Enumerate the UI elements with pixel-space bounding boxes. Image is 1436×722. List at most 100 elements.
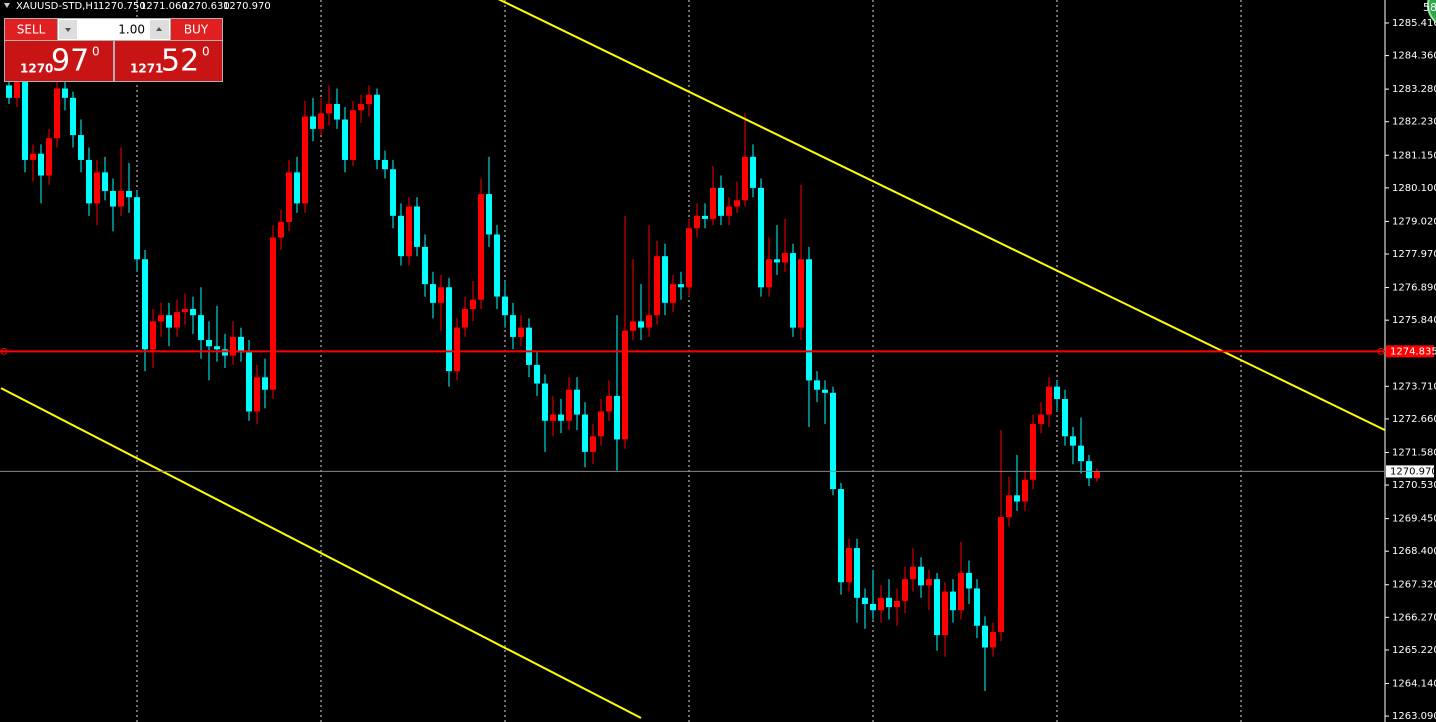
badge[interactable] <box>1427 0 1436 27</box>
candle-body <box>174 312 180 328</box>
candle-body <box>190 308 196 316</box>
level-anchor <box>1377 347 1385 355</box>
candle-body <box>430 284 436 303</box>
candle-body <box>222 349 228 356</box>
candle-body <box>382 159 388 170</box>
candle-body <box>126 190 132 198</box>
candle-body <box>158 315 164 322</box>
badge-text: 58 <box>1423 1 1436 14</box>
header-open: 1270.750 <box>98 1 146 12</box>
candle-body <box>270 237 276 390</box>
candle-body <box>30 153 36 160</box>
candle-body <box>334 104 340 120</box>
y-tick-label: 1268.400 <box>1392 546 1436 557</box>
candle-body <box>862 597 868 604</box>
candle-body <box>678 284 684 288</box>
candle-body <box>462 308 468 328</box>
candle-body <box>550 414 556 421</box>
candle-body <box>710 187 716 219</box>
up-arrow <box>156 27 162 31</box>
candle-body <box>638 321 644 328</box>
candle-body <box>558 414 564 421</box>
candle-body <box>142 259 148 350</box>
candle-body <box>974 588 980 626</box>
candle-body <box>686 228 692 288</box>
y-tick-label: 1263.090 <box>1392 711 1436 722</box>
y-tick-label: 1269.450 <box>1392 514 1436 525</box>
candle-body <box>166 315 172 328</box>
candle-body <box>838 489 844 583</box>
candle-body <box>294 172 300 204</box>
candle-body <box>86 159 92 204</box>
candle-body <box>1030 423 1036 480</box>
candle-body <box>646 315 652 328</box>
candle-body <box>502 296 508 316</box>
candle-body <box>942 591 948 636</box>
candle-body <box>70 97 76 136</box>
candle-body <box>254 377 260 412</box>
candle-body <box>390 169 396 216</box>
candle-body <box>342 119 348 160</box>
candles <box>6 69 1100 691</box>
candle-body <box>966 572 972 589</box>
candle-body <box>702 215 708 219</box>
candle-body <box>1078 445 1084 462</box>
candle-body <box>774 259 780 263</box>
last-price-label: 1270.970 <box>1390 466 1436 477</box>
candle-body <box>1046 386 1052 415</box>
header-low: 1270.630 <box>182 1 230 12</box>
bid-box[interactable] <box>5 41 113 81</box>
candle-body <box>310 116 316 129</box>
sell-button[interactable] <box>5 19 57 40</box>
candle-body <box>110 190 116 207</box>
y-tick-label: 1284.360 <box>1392 51 1436 62</box>
y-tick-label: 1270.530 <box>1392 480 1436 491</box>
candle-body <box>22 79 28 160</box>
candle-body <box>494 234 500 297</box>
candle-body <box>526 327 532 365</box>
header: XAUUSD-STD,H1 1270.750 1271.060 1270.630… <box>4 1 271 12</box>
candle-body <box>78 135 84 160</box>
candle-body <box>374 94 380 160</box>
candle-body <box>14 79 20 98</box>
candle-body <box>990 631 996 648</box>
candle-body <box>606 395 612 412</box>
y-tick-label: 1272.660 <box>1392 414 1436 425</box>
candle-body <box>398 215 404 257</box>
y-tick-label: 1266.270 <box>1392 612 1436 623</box>
candle-body <box>118 190 124 207</box>
candle-body <box>590 436 596 452</box>
trend-line <box>0 387 642 719</box>
lots-input[interactable] <box>58 19 170 40</box>
candle-body <box>470 299 476 309</box>
candle-body <box>454 327 460 372</box>
level-anchor <box>0 347 8 355</box>
candle-body <box>662 256 668 303</box>
y-tick-label: 1273.710 <box>1392 381 1436 392</box>
candle-body <box>806 259 812 381</box>
candle-body <box>718 187 724 216</box>
candle-body <box>910 566 916 580</box>
lots-value: 1.00 <box>118 23 145 37</box>
candle-body <box>134 197 140 260</box>
y-tick-label: 1264.140 <box>1392 678 1436 689</box>
symbol: XAUUSD-STD,H1 <box>16 1 99 12</box>
ask-box[interactable] <box>115 41 222 81</box>
candle-body <box>598 411 604 437</box>
header-high: 1271.060 <box>140 1 188 12</box>
candle-body <box>94 172 100 204</box>
candle-body <box>534 364 540 384</box>
buy-button[interactable] <box>171 19 222 40</box>
bid-point: 0 <box>92 45 100 59</box>
candle-body <box>198 315 204 341</box>
candle-body <box>814 380 820 390</box>
candle-body <box>102 172 108 191</box>
candle-body <box>206 340 212 347</box>
candle-body <box>38 153 44 176</box>
candle-body <box>622 330 628 440</box>
y-tick-label: 1271.580 <box>1392 447 1436 458</box>
candle-body <box>6 85 12 98</box>
